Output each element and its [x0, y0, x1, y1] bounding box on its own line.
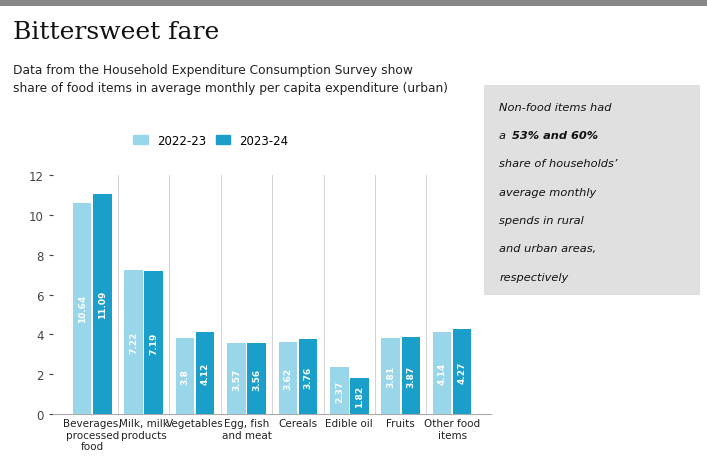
Bar: [73, 203, 91, 414]
Text: 4.14: 4.14: [438, 362, 447, 384]
Bar: [402, 337, 420, 414]
Text: 3.87: 3.87: [407, 365, 415, 387]
Bar: [330, 367, 349, 414]
Text: 3.76: 3.76: [303, 366, 312, 388]
Text: 3.57: 3.57: [232, 367, 241, 390]
Text: a: a: [499, 131, 510, 141]
Bar: [247, 344, 266, 414]
Bar: [196, 332, 214, 414]
Bar: [227, 343, 246, 414]
Text: respectively: respectively: [499, 272, 568, 282]
Text: spends in rural: spends in rural: [499, 216, 584, 226]
Text: 11.09: 11.09: [98, 290, 107, 318]
Text: Bittersweet fare: Bittersweet fare: [13, 21, 219, 44]
Bar: [433, 332, 451, 414]
Text: 3.56: 3.56: [252, 368, 261, 390]
Text: 2.37: 2.37: [335, 379, 344, 402]
Text: 3.8: 3.8: [180, 368, 189, 384]
Bar: [382, 338, 400, 414]
Text: 4.27: 4.27: [457, 361, 467, 383]
Text: 53% and 60%: 53% and 60%: [513, 131, 598, 141]
Bar: [176, 339, 194, 414]
Legend: 2022-23, 2023-24: 2022-23, 2023-24: [129, 129, 293, 152]
Text: share of households’: share of households’: [499, 159, 618, 169]
Bar: [279, 342, 297, 414]
Text: 7.19: 7.19: [149, 332, 158, 354]
Text: 3.62: 3.62: [284, 367, 293, 389]
Text: Non-food items had: Non-food items had: [499, 102, 612, 112]
Text: 7.22: 7.22: [129, 331, 138, 354]
Bar: [93, 194, 112, 414]
Text: average monthly: average monthly: [499, 187, 597, 197]
Text: 1.82: 1.82: [355, 385, 364, 407]
Bar: [124, 271, 143, 414]
Text: 10.64: 10.64: [78, 295, 87, 323]
Text: 4.12: 4.12: [201, 362, 209, 384]
Text: Data from the Household Expenditure Consumption Survey show
share of food items : Data from the Household Expenditure Cons…: [13, 64, 448, 95]
Text: and urban areas,: and urban areas,: [499, 244, 597, 254]
Bar: [453, 329, 472, 414]
Bar: [350, 378, 368, 414]
Text: 3.81: 3.81: [386, 365, 395, 387]
Bar: [298, 339, 317, 414]
Bar: [144, 271, 163, 414]
